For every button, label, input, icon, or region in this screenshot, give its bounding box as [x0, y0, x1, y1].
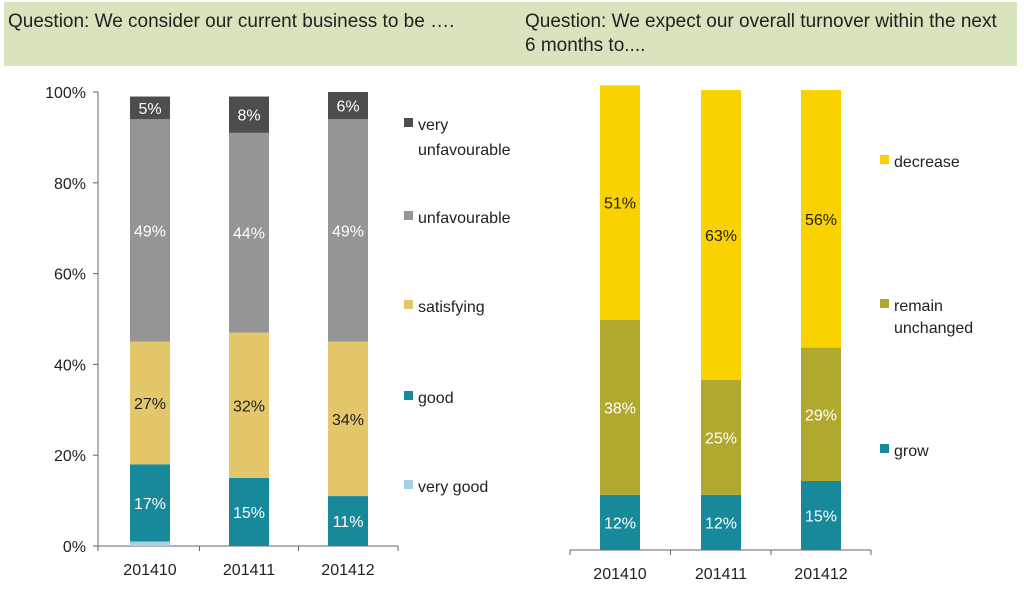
business-data-label: 49% — [332, 223, 364, 240]
business-y-tick-label: 100% — [45, 85, 86, 102]
business-legend-label: unfavourable — [418, 210, 511, 227]
turnover-data-label: 38% — [604, 400, 636, 417]
business-data-label: 5% — [138, 101, 161, 118]
business-bar-very-unfavourable — [229, 96, 269, 133]
right-chart-question: Question: We expect our overall turnover… — [525, 11, 997, 56]
turnover-category-label: 201410 — [593, 566, 646, 583]
business-legend-swatch — [404, 480, 413, 489]
turnover-data-label: 12% — [604, 515, 636, 532]
business-legend-label: very — [418, 117, 448, 134]
turnover-bar-decrease — [801, 90, 841, 348]
turnover-legend-label: decrease — [894, 154, 960, 171]
question-header-band — [4, 2, 1017, 66]
business-y-tick-label: 60% — [54, 267, 86, 284]
business-y-tick-label: 80% — [54, 176, 86, 193]
business-data-label: 27% — [134, 396, 166, 413]
business-data-label: 17% — [134, 496, 166, 513]
turnover-legend-label: unchanged — [894, 320, 973, 337]
business-bar-very-good — [130, 541, 170, 546]
turnover-data-label: 56% — [805, 212, 837, 229]
business-bar-satisfying — [130, 341, 170, 465]
business-bar-good — [229, 477, 269, 546]
business-data-label: 15% — [233, 505, 265, 522]
business-y-tick-label: 0% — [63, 539, 86, 556]
turnover-bar-remain-unchanged — [701, 379, 741, 495]
business-y-tick-label: 20% — [54, 448, 86, 465]
business-data-label: 6% — [336, 99, 359, 116]
turnover-data-label: 25% — [705, 430, 737, 447]
business-bar-good — [328, 496, 368, 546]
turnover-legend-swatch — [880, 155, 889, 164]
business-legend-swatch — [404, 300, 413, 309]
business-legend-label: good — [418, 390, 454, 407]
business-category-label: 201411 — [223, 562, 275, 579]
turnover-bar-decrease — [701, 90, 741, 380]
turnover-category-label: 201411 — [695, 566, 747, 583]
business-data-label: 34% — [332, 412, 364, 429]
business-data-label: 49% — [134, 223, 166, 240]
business-bar-unfavourable — [130, 119, 170, 342]
turnover-bar-grow — [701, 494, 741, 550]
turnover-bar-decrease — [600, 85, 640, 321]
business-legend-label: unfavourable — [418, 142, 511, 159]
business-data-label: 32% — [233, 398, 265, 415]
business-data-label: 44% — [233, 226, 265, 243]
business-bar-unfavourable — [328, 119, 368, 342]
business-bar-very-unfavourable — [328, 92, 368, 120]
business-legend-label: satisfying — [418, 299, 485, 316]
business-legend-label: very good — [418, 479, 488, 496]
business-data-label: 11% — [333, 514, 364, 531]
business-bar-very-unfavourable — [130, 96, 170, 120]
turnover-bar-remain-unchanged — [801, 347, 841, 481]
turnover-legend-label: remain — [894, 298, 943, 315]
turnover-category-label: 201412 — [794, 566, 847, 583]
turnover-legend-swatch — [880, 299, 889, 308]
turnover-data-label: 63% — [705, 228, 737, 245]
left-chart-question: Question: We consider our current busine… — [8, 11, 455, 32]
business-legend-swatch — [404, 211, 413, 220]
turnover-data-label: 51% — [604, 196, 636, 213]
business-y-tick-label: 40% — [54, 357, 86, 374]
business-data-label: 8% — [237, 108, 260, 125]
business-legend-swatch — [404, 118, 413, 127]
turnover-legend-label: grow — [894, 443, 929, 460]
turnover-data-label: 29% — [805, 407, 837, 424]
business-bar-satisfying — [328, 341, 368, 497]
business-bar-unfavourable — [229, 132, 269, 333]
turnover-legend-swatch — [880, 444, 889, 453]
business-bar-good — [130, 464, 170, 542]
business-bar-satisfying — [229, 332, 269, 478]
turnover-bar-grow — [801, 481, 841, 550]
turnover-bar-grow — [600, 494, 640, 550]
turnover-data-label: 12% — [705, 515, 737, 532]
turnover-data-label: 15% — [805, 509, 837, 526]
turnover-bar-remain-unchanged — [600, 320, 640, 495]
business-legend-swatch — [404, 391, 413, 400]
business-category-label: 201410 — [123, 562, 176, 579]
business-category-label: 201412 — [321, 562, 374, 579]
